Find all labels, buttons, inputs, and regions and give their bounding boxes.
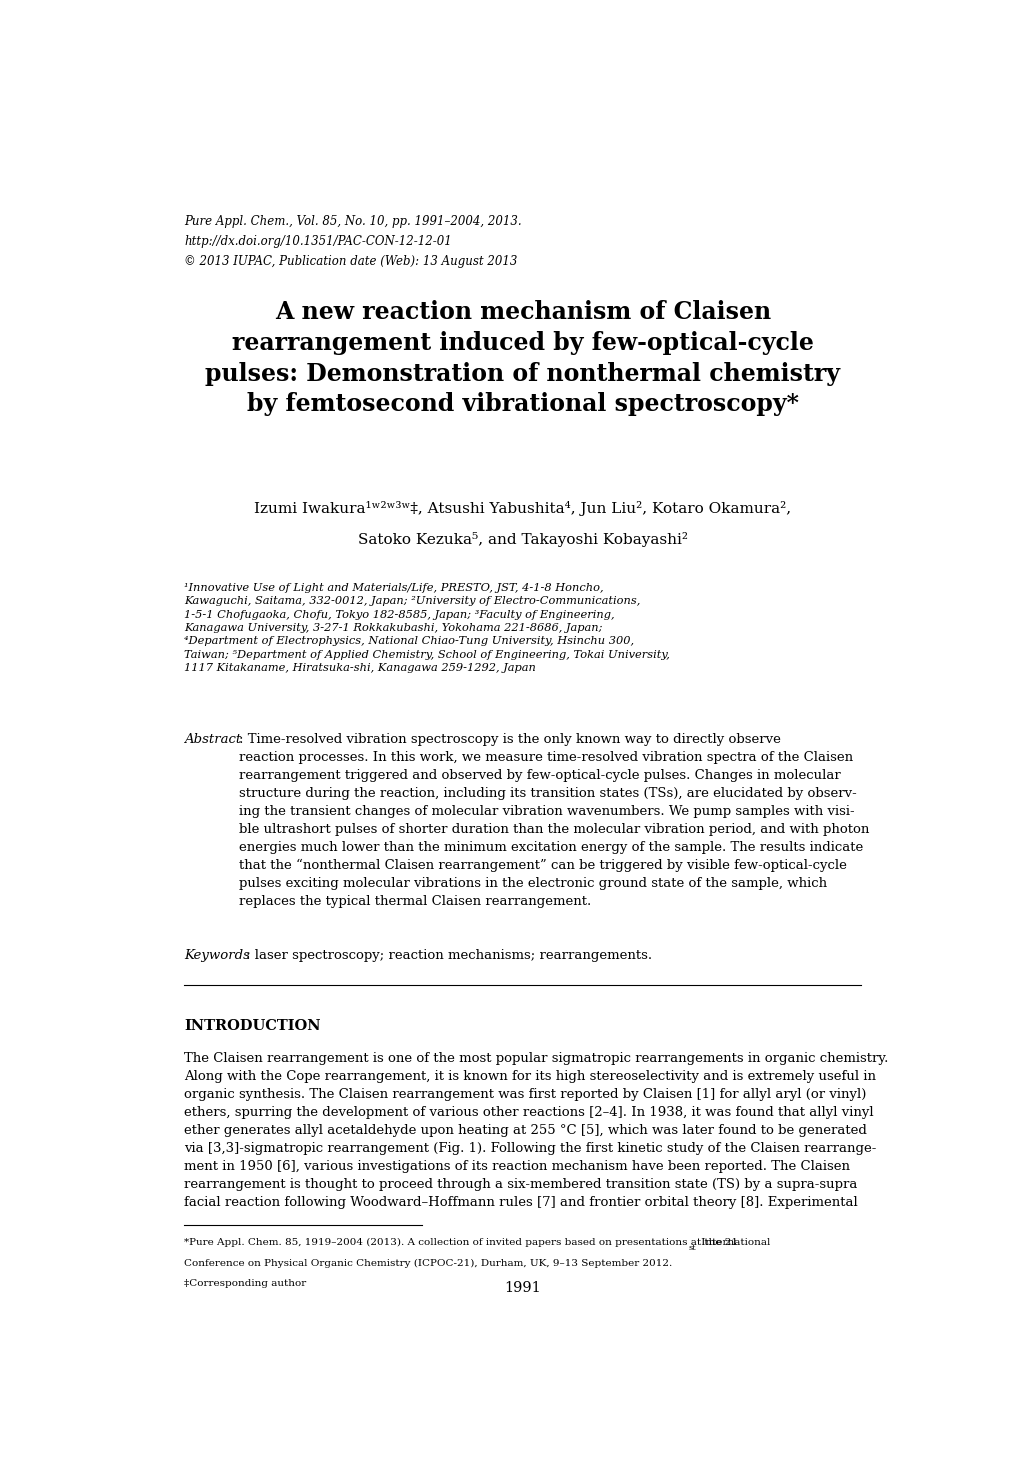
Text: Satoko Kezuka⁵, and Takayoshi Kobayashi²: Satoko Kezuka⁵, and Takayoshi Kobayashi² <box>358 532 687 547</box>
Text: International: International <box>698 1238 770 1247</box>
Text: ‡Corresponding author: ‡Corresponding author <box>184 1279 307 1288</box>
Text: st: st <box>688 1244 696 1251</box>
Text: © 2013 IUPAC, Publication date (Web): 13 August 2013: © 2013 IUPAC, Publication date (Web): 13… <box>184 256 518 269</box>
Text: The Claisen rearrangement is one of the most popular sigmatropic rearrangements : The Claisen rearrangement is one of the … <box>184 1053 888 1209</box>
Text: Pure Appl. Chem., Vol. 85, No. 10, pp. 1991–2004, 2013.: Pure Appl. Chem., Vol. 85, No. 10, pp. 1… <box>184 215 522 228</box>
Text: *Pure Appl. Chem. 85, 1919–2004 (2013). A collection of invited papers based on : *Pure Appl. Chem. 85, 1919–2004 (2013). … <box>184 1238 738 1247</box>
Text: INTRODUCTION: INTRODUCTION <box>184 1019 321 1032</box>
Text: Izumi Iwakura¹ʷ²ʷ³ʷ‡, Atsushi Yabushita⁴, Jun Liu², Kotaro Okamura²,: Izumi Iwakura¹ʷ²ʷ³ʷ‡, Atsushi Yabushita⁴… <box>254 501 791 516</box>
Text: Keywords: Keywords <box>184 949 250 962</box>
Text: 1991: 1991 <box>503 1281 541 1295</box>
Text: http://dx.doi.org/10.1351/PAC-CON-12-12-01: http://dx.doi.org/10.1351/PAC-CON-12-12-… <box>184 235 451 249</box>
Text: Conference on Physical Organic Chemistry (ICPOC-21), Durham, UK, 9–13 September : Conference on Physical Organic Chemistry… <box>184 1259 672 1268</box>
Text: ¹Innovative Use of Light and Materials/Life, PRESTO, JST, 4-1-8 Honcho,
Kawaguch: ¹Innovative Use of Light and Materials/L… <box>184 583 669 673</box>
Text: Abstract: Abstract <box>184 732 242 746</box>
Text: : laser spectroscopy; reaction mechanisms; rearrangements.: : laser spectroscopy; reaction mechanism… <box>246 949 651 962</box>
Text: A new reaction mechanism of Claisen
rearrangement induced by few-optical-cycle
p: A new reaction mechanism of Claisen rear… <box>205 300 840 417</box>
Text: : Time-resolved vibration spectroscopy is the only known way to directly observe: : Time-resolved vibration spectroscopy i… <box>238 732 868 908</box>
